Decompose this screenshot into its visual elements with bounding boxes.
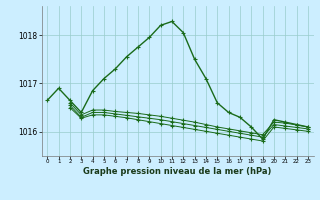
X-axis label: Graphe pression niveau de la mer (hPa): Graphe pression niveau de la mer (hPa) bbox=[84, 167, 272, 176]
